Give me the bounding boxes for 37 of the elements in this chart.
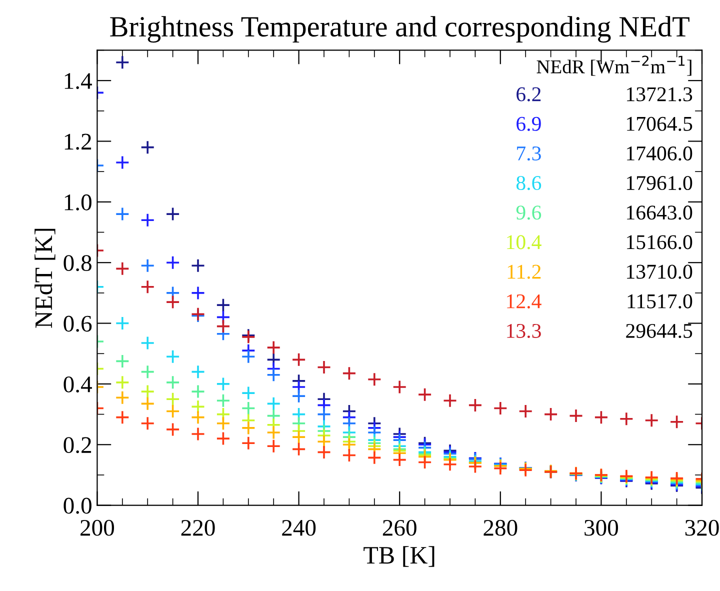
annotation: 13721.3 xyxy=(627,87,692,102)
y-axis-title: NEdT [K] xyxy=(34,228,56,328)
y-tick-label: 0.6 xyxy=(64,316,92,332)
text: 12.4 xyxy=(507,294,542,308)
annotation: 17961.0 xyxy=(627,176,692,190)
annotation: 15166.0 xyxy=(627,235,692,250)
chart-title: Brightness Temperature and corresponding NEdT xyxy=(110,16,690,43)
text: 13.3 xyxy=(507,324,541,338)
annotation: 16643.0 xyxy=(627,206,692,220)
annotation: 11517.0 xyxy=(628,294,692,308)
annotation: 13710.0 xyxy=(627,264,692,279)
annotation: 17064.5 xyxy=(627,116,692,131)
text: 10.4 xyxy=(507,235,542,250)
text: 9.6 xyxy=(516,206,542,220)
y-tick-label: 0.8 xyxy=(64,255,92,272)
y-tick-label: 0.2 xyxy=(64,437,92,454)
y-tick-label: 1.4 xyxy=(64,73,92,90)
annotation: 29644.5 xyxy=(626,324,692,338)
x-axis-title: TB [K] xyxy=(364,546,434,567)
x-tick-label: 300 xyxy=(584,520,618,536)
x-tick-label: 280 xyxy=(484,520,518,536)
x-tick-label: 240 xyxy=(282,520,316,536)
text: 6.2 xyxy=(516,87,541,102)
annotation: 17406.0 xyxy=(627,146,692,161)
text: 7.3 xyxy=(517,146,541,161)
legend-title: NEdR [Wm$^{−2}$m$^{−1}$] xyxy=(536,56,692,76)
y-tick-label: 0.0 xyxy=(64,498,92,514)
x-tick-label: 260 xyxy=(382,520,416,536)
x-tick-label: 220 xyxy=(181,520,215,536)
y-tick-label: 0.4 xyxy=(64,376,92,392)
x-tick-label: 200 xyxy=(80,520,114,536)
y-tick-label: 1.0 xyxy=(64,194,92,210)
text: 11.2 xyxy=(508,264,541,279)
text: 6.9 xyxy=(516,116,541,131)
x-tick-label: 320 xyxy=(685,520,719,536)
text: 8.6 xyxy=(516,176,542,190)
y-tick-label: 1.2 xyxy=(64,134,92,150)
